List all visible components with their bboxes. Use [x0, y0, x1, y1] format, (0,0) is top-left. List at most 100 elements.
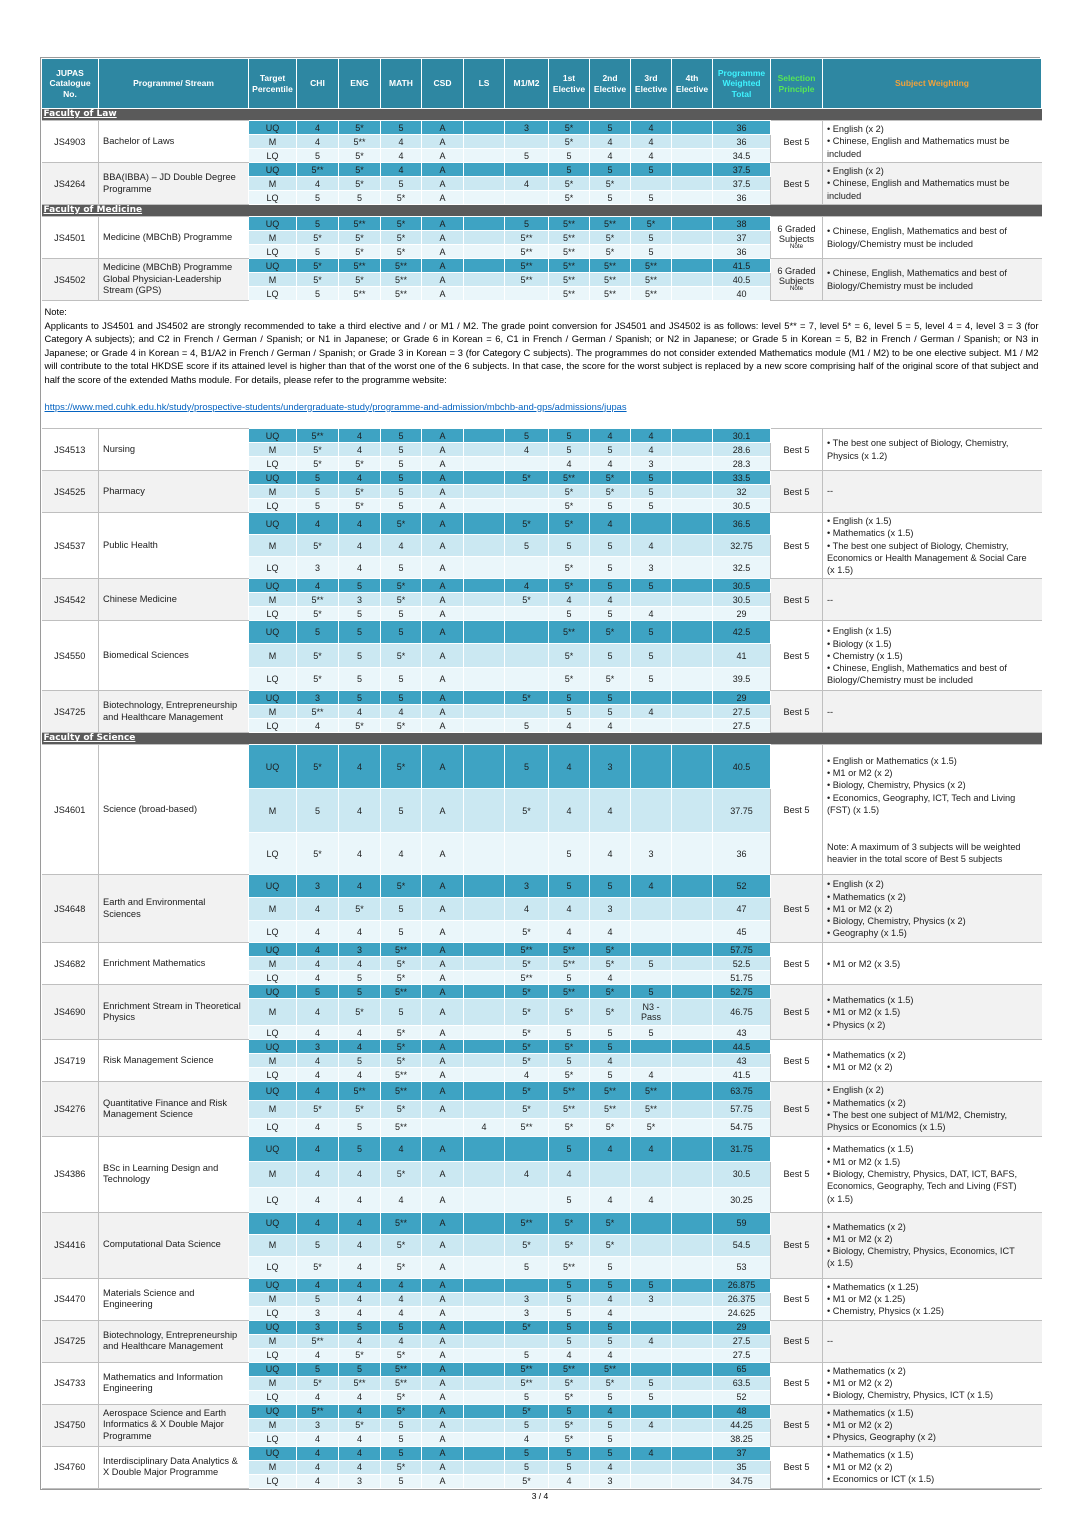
- grade-cell: 5**: [380, 258, 422, 273]
- weighted-total-cell: 57.75: [712, 942, 771, 958]
- col-header-jupas-no: JUPAS Catalogue No.: [41, 58, 99, 109]
- grade-cell: [671, 788, 713, 834]
- grade-cell: 5*: [548, 1375, 590, 1391]
- programme-no: JS4470: [41, 1277, 99, 1321]
- grade-cell: 5: [589, 1431, 631, 1447]
- grade-cell: [630, 1039, 672, 1055]
- grade-cell: 4: [296, 1025, 339, 1041]
- percentile-cell: UQ: [248, 942, 297, 958]
- programme-website-link[interactable]: https://www.med.cuhk.edu.hk/study/prospe…: [44, 400, 627, 412]
- grade-cell: 5: [589, 1277, 631, 1293]
- weighting-line: • Chinese, English and Mathematics must …: [827, 136, 1010, 159]
- grade-cell: [504, 134, 549, 149]
- weighting-line: • M1 or M2 (x 2): [827, 1462, 893, 1473]
- grade-cell: 5: [380, 690, 422, 706]
- weighting-line: --: [827, 706, 834, 717]
- grade-cell: 4: [589, 1347, 631, 1363]
- grade-cell: 5**: [630, 258, 672, 273]
- grade-cell: 4: [338, 1305, 381, 1321]
- grade-cell: [630, 942, 672, 958]
- percentile-cell: UQ: [248, 162, 297, 177]
- grade-cell: A: [421, 1211, 464, 1235]
- grade-cell: 5: [548, 1277, 590, 1293]
- weighting-line: • Mathematics (x 1.5): [827, 1144, 914, 1155]
- grade-cell: 5: [630, 190, 672, 205]
- grade-cell: 5: [338, 606, 381, 622]
- grade-cell: [630, 1473, 672, 1489]
- grade-cell: 4: [380, 134, 422, 149]
- programme-no: JS4725: [41, 1319, 99, 1363]
- grade-cell: [671, 1025, 713, 1041]
- weighted-total-cell: 44.5: [712, 1039, 771, 1055]
- selection-principle-cell: Best 5: [770, 942, 823, 986]
- grade-cell: 5: [380, 556, 422, 580]
- grade-cell: [463, 120, 505, 135]
- grade-cell: 5*: [504, 984, 549, 1000]
- grade-cell: 4: [296, 897, 339, 922]
- grade-cell: [463, 216, 505, 231]
- grade-cell: 5*: [338, 120, 381, 135]
- grade-cell: 5*: [296, 1375, 339, 1391]
- grade-cell: [463, 498, 505, 513]
- grade-cell: [671, 1333, 713, 1349]
- programme-name: Aerospace Science and Earth Informatics …: [98, 1403, 249, 1447]
- weighted-total-cell: 43: [712, 1053, 771, 1069]
- weighted-total-cell: 37: [712, 1445, 771, 1461]
- grade-cell: 5: [548, 1291, 590, 1307]
- percentile-cell: LQ: [248, 970, 297, 986]
- grade-cell: [463, 511, 505, 536]
- weighted-total-cell: 35: [712, 1459, 771, 1475]
- selection-principle-cell: 6 Graded Subjects Note: [770, 216, 823, 259]
- weighting-line: • Biology, Chemistry, Physics, ICT (x 1.…: [827, 1390, 994, 1401]
- programme-no: JS4537: [41, 511, 99, 580]
- percentile-cell: UQ: [248, 428, 297, 443]
- grade-cell: 5*: [296, 744, 339, 790]
- subject-weighting-cell: • Mathematics (x 2) • M1 or M2 (x 2): [822, 1039, 1042, 1083]
- col-header-elective-2: 2nd Elective: [589, 58, 631, 109]
- grade-cell: 4: [338, 1291, 381, 1307]
- subject-weighting-cell: • Mathematics (x 2) • M1 or M2 (x 2) • Bio…: [822, 1211, 1042, 1279]
- grade-cell: 5: [380, 620, 422, 645]
- grade-cell: [630, 1160, 672, 1188]
- grade-cell: 4: [589, 788, 631, 834]
- grade-cell: [671, 1291, 713, 1307]
- grade-cell: 4: [380, 1277, 422, 1293]
- subject-weighting-cell: • English (x 1.5) • Biology (x 1.5) • Chem…: [822, 620, 1042, 692]
- grade-cell: [671, 606, 713, 622]
- weighted-total-cell: 36: [712, 190, 771, 205]
- grade-cell: A: [421, 1431, 464, 1447]
- selection-principle-cell: Best 5: [770, 578, 823, 622]
- grade-cell: 4: [296, 1053, 339, 1069]
- grade-cell: 5*: [548, 1431, 590, 1447]
- grade-cell: 5*: [548, 1039, 590, 1055]
- percentile-cell: M: [248, 442, 297, 457]
- programme-name: Materials Science and Engineering: [98, 1277, 249, 1321]
- percentile-cell: LQ: [248, 190, 297, 205]
- grade-cell: [630, 897, 672, 922]
- grade-cell: 5*: [589, 470, 631, 485]
- grade-cell: 5*: [548, 498, 590, 513]
- grade-cell: 4: [589, 1403, 631, 1419]
- grade-cell: 4: [338, 1333, 381, 1349]
- percentile-cell: UQ: [248, 1277, 297, 1293]
- grade-cell: [630, 920, 672, 944]
- selection-principle-cell: Best 5: [770, 874, 823, 944]
- grade-cell: 5**: [630, 286, 672, 301]
- grade-cell: [463, 428, 505, 443]
- grade-cell: [671, 1160, 713, 1188]
- grade-cell: A: [421, 258, 464, 273]
- programme-no: JS4276: [41, 1081, 99, 1137]
- grade-cell: 5: [296, 1361, 339, 1377]
- grade-cell: [671, 744, 713, 790]
- grade-cell: A: [421, 998, 464, 1027]
- grade-cell: [463, 667, 505, 692]
- grade-cell: 5: [548, 534, 590, 558]
- selection-note: Note: [789, 285, 804, 293]
- grade-cell: 4: [296, 920, 339, 944]
- grade-cell: 5: [338, 1361, 381, 1377]
- percentile-cell: LQ: [248, 1025, 297, 1041]
- grade-cell: 4: [338, 744, 381, 790]
- grade-cell: 5*: [504, 1233, 549, 1257]
- weighting-line: • Chinese, English, Mathematics and best…: [827, 268, 1007, 291]
- grade-cell: 5*: [338, 1417, 381, 1433]
